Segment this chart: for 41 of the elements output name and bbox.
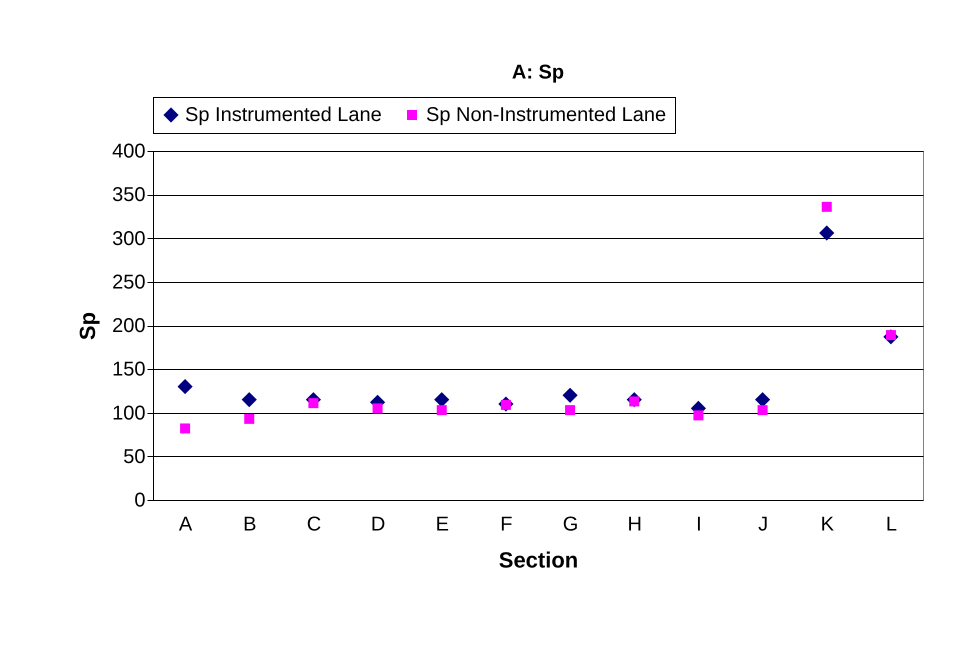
y-tick-label: 200 <box>112 315 146 337</box>
point <box>819 225 834 241</box>
point <box>693 410 704 420</box>
point <box>758 405 768 416</box>
x-tick-label: B <box>243 514 256 536</box>
chart-title: A: Sp <box>512 62 564 84</box>
point <box>308 398 318 408</box>
x-axis-title: Section <box>498 548 578 572</box>
x-tick-label: J <box>758 514 768 536</box>
point <box>822 202 832 212</box>
x-tick-label: I <box>696 514 702 536</box>
legend-label: Sp Instrumented Lane <box>185 104 382 126</box>
y-tick-label: 100 <box>112 402 146 424</box>
point <box>178 378 193 394</box>
x-tick-label: F <box>500 514 513 536</box>
x-tick-label: C <box>306 514 322 536</box>
x-tick-label: H <box>628 514 642 536</box>
y-tick-label: 350 <box>112 184 146 206</box>
point <box>244 414 254 424</box>
y-tick-label: 150 <box>112 358 146 381</box>
x-tick-label: D <box>370 514 386 536</box>
legend-label: Sp Non-Instrumented Lane <box>426 104 666 126</box>
x-tick-label: K <box>820 514 835 536</box>
y-tick-label: 300 <box>112 228 146 250</box>
x-tick-label: E <box>436 514 449 536</box>
point <box>562 388 578 403</box>
x-tick-label: G <box>562 514 578 536</box>
point <box>434 392 450 408</box>
y-tick-label: 0 <box>134 490 146 512</box>
point <box>755 392 770 408</box>
point <box>436 405 447 416</box>
x-tick-label: A <box>178 514 193 536</box>
y-tick-label: 400 <box>112 140 146 162</box>
y-axis-title: Sp <box>75 312 100 340</box>
y-tick-label: 50 <box>123 446 146 468</box>
point <box>180 423 190 434</box>
point <box>565 405 576 416</box>
point <box>242 392 257 408</box>
y-tick-label: 250 <box>112 271 146 294</box>
x-tick-label: L <box>886 514 897 536</box>
point <box>372 403 383 414</box>
